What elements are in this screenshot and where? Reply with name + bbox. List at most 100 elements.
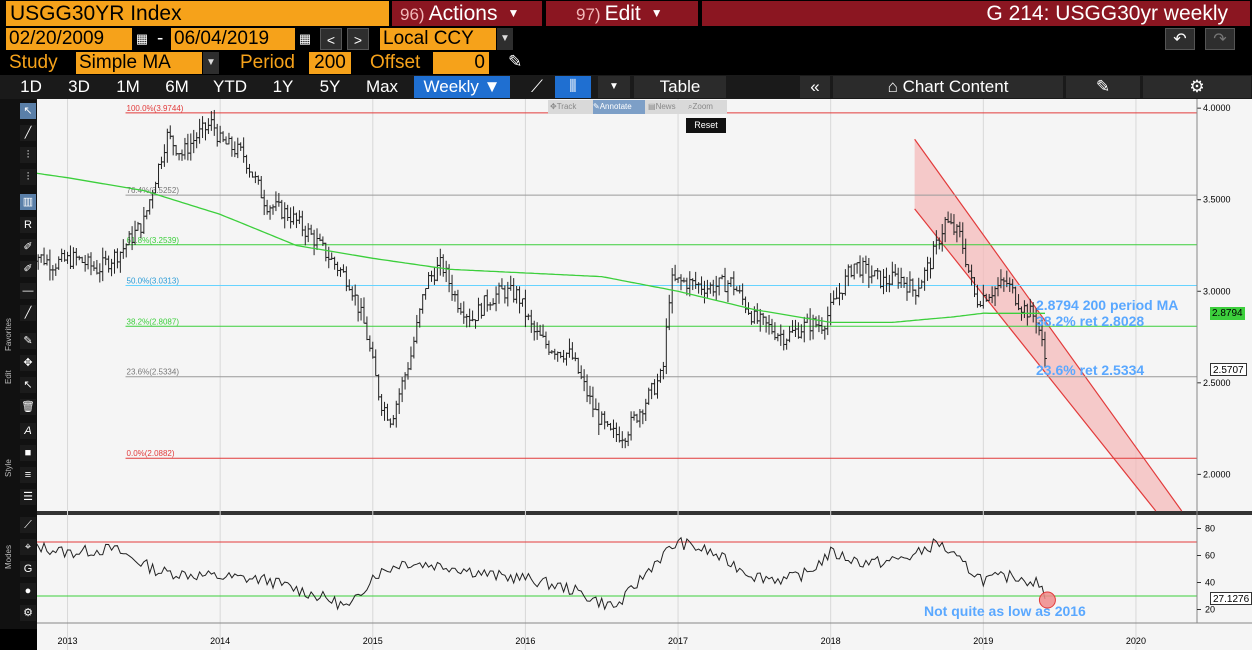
security-ticker[interactable]: USGG30YR Index <box>6 1 389 26</box>
period-input[interactable]: 200 <box>309 52 351 74</box>
zoom-button[interactable]: ⌕ Zoom <box>688 100 726 114</box>
fib-icon[interactable]: ⫶ <box>20 169 36 185</box>
date-separator: - <box>157 28 164 49</box>
reset-button[interactable]: Reset <box>686 118 726 133</box>
left-toolbar: ↖ ╱ ⫶ ⫶ ▥ R ✐ ✐ — ╱ ✎ ✥ ↖ 🗑 A ■ ≡ ☰ ⟋ ⌖ … <box>0 99 37 629</box>
pencil-icon[interactable]: ✎ <box>20 333 36 349</box>
line-style-icon[interactable]: ☰ <box>20 489 36 505</box>
pencil-icon[interactable]: ✎ <box>508 52 523 71</box>
chevron-down-icon[interactable]: ▼ <box>497 28 513 50</box>
chart-content-icon: ⌂ <box>887 77 903 96</box>
fib-icon[interactable]: ⫶ <box>20 147 36 163</box>
chevron-down-icon[interactable]: ▼ <box>203 52 219 74</box>
layers-icon[interactable]: ● <box>20 583 36 599</box>
rsi-tick-label: 80 <box>1205 524 1215 534</box>
channel-lower-line[interactable] <box>914 208 1157 512</box>
time-tick-label: 2019 <box>973 636 993 646</box>
chart-content-button[interactable]: ⌂ Chart Content <box>833 76 1063 98</box>
channel-icon[interactable]: ▥ <box>20 194 36 210</box>
track-button[interactable]: ✥ Track <box>550 100 592 114</box>
time-tick-label: 2018 <box>821 636 841 646</box>
line-chart-icon[interactable]: ⟋ <box>522 76 552 98</box>
calendar-icon[interactable]: ▦ <box>135 31 149 46</box>
price-chart[interactable]: 100.0%(3.9744)76.4%(3.5252)61.8%(3.2539)… <box>37 99 1252 650</box>
fill-icon[interactable]: ■ <box>20 445 36 461</box>
channel-upper-line[interactable] <box>914 138 1183 512</box>
study-label: Study <box>9 52 58 73</box>
timeframe-1d[interactable]: 1D <box>20 77 42 96</box>
timeframe-ytd[interactable]: YTD <box>213 77 247 96</box>
time-tick-label: 2017 <box>668 636 688 646</box>
snap-icon[interactable]: G <box>20 561 36 577</box>
edit-chart-icon[interactable]: ✎ <box>1066 76 1140 98</box>
price-axis-bg <box>1197 99 1252 511</box>
study-select[interactable]: Simple MA <box>76 52 202 74</box>
ruler-icon[interactable]: ⟋ <box>20 517 36 533</box>
frequency-select[interactable]: Weekly ▼ <box>414 76 510 98</box>
chevron-down-icon: ▼ <box>650 6 663 20</box>
top-bar: USGG30YR Index 96) Actions ▼ 97) Edit ▼ G 21… <box>0 0 1252 27</box>
price-tick-label: 2.5000 <box>1203 378 1231 388</box>
pen-icon[interactable]: ✐ <box>20 261 36 277</box>
bar-chart-icon[interactable]: ⫴ <box>555 76 591 98</box>
rsi-axis: 80 60 40 20 <box>1197 524 1215 615</box>
annotate-label: Annotate <box>599 102 632 111</box>
price-tick-label: 4.0000 <box>1203 103 1231 113</box>
prev-period-button[interactable]: < <box>320 28 342 50</box>
double-chevron-left-icon[interactable]: « <box>800 76 830 98</box>
text-icon[interactable]: A <box>20 423 36 439</box>
currency-select[interactable]: Local CCY <box>380 28 496 50</box>
timeframe-1m[interactable]: 1M <box>116 77 140 96</box>
start-date-field[interactable]: 02/20/2009 <box>6 28 132 50</box>
time-tick-label: 2015 <box>363 636 383 646</box>
timeframe-max[interactable]: Max <box>365 77 399 96</box>
ret236-annotation: 23.6% ret 2.5334 <box>1036 362 1145 378</box>
timeframe-5y[interactable]: 5Y <box>319 77 341 96</box>
table-button[interactable]: Table <box>634 76 726 98</box>
favorites-label: Favorites <box>4 318 13 351</box>
fib-level-label: 100.0%(3.9744) <box>127 104 184 113</box>
timeframe-1y[interactable]: 1Y <box>272 77 294 96</box>
undo-icon[interactable]: ↶ <box>1165 28 1195 50</box>
actions-label: Actions <box>428 2 498 25</box>
zoom-label: Zoom <box>692 102 713 111</box>
line-weight-icon[interactable]: ≡ <box>20 467 36 483</box>
horizontal-line-icon[interactable]: — <box>20 283 36 299</box>
price-tick-label: 3.5000 <box>1203 195 1231 205</box>
rsi-series <box>37 536 1197 611</box>
end-date-field[interactable]: 06/04/2019 <box>171 28 295 50</box>
timeframe-3d[interactable]: 3D <box>68 77 90 96</box>
panel-divider[interactable] <box>37 511 1252 515</box>
time-tick-label: 2020 <box>1126 636 1146 646</box>
redo-icon[interactable]: ↷ <box>1205 28 1235 50</box>
trash-icon[interactable]: 🗑 <box>20 399 36 415</box>
moving-average-line <box>37 172 1045 324</box>
ray-icon[interactable]: ╱ <box>20 305 36 321</box>
next-period-button[interactable]: > <box>347 28 369 50</box>
chevron-down-icon[interactable]: ▼ <box>598 76 630 98</box>
gridlines <box>67 99 1137 650</box>
move-icon[interactable]: ✥ <box>20 355 36 371</box>
cursor-icon[interactable]: ↖ <box>20 377 36 393</box>
news-button[interactable]: ▤ News <box>648 100 684 114</box>
fib-level-label: 50.0%(3.0313) <box>127 277 180 286</box>
calendar-icon[interactable]: ▦ <box>298 31 312 46</box>
gear-icon[interactable]: ⚙ <box>20 605 36 621</box>
edit-number: 97) <box>576 5 601 24</box>
edit-menu[interactable]: 97) Edit ▼ <box>546 1 698 26</box>
period-label: Period <box>240 52 295 73</box>
trend-channel[interactable] <box>914 138 1183 512</box>
date-range-bar: 02/20/2009 ▦ - 06/04/2019 ▦ < > Local CC… <box>0 27 1252 51</box>
pen-icon[interactable]: ✐ <box>20 239 36 255</box>
ret382-annotation: 38.2% ret 2.8028 <box>1036 313 1145 329</box>
gear-icon[interactable]: ⚙ <box>1143 76 1251 98</box>
retracement-icon[interactable]: R <box>20 217 36 233</box>
timeframe-6m[interactable]: 6M <box>165 77 189 96</box>
line-draw-icon[interactable]: ╱ <box>20 125 36 141</box>
offset-input[interactable]: 0 <box>433 52 489 74</box>
crosshair-icon[interactable]: ⌖ <box>20 539 36 555</box>
fib-level-label: 38.2%(2.8087) <box>127 317 180 326</box>
cursor-icon[interactable]: ↖ <box>20 103 36 119</box>
annotate-button[interactable]: ✎ Annotate <box>593 100 645 114</box>
actions-menu[interactable]: 96) Actions ▼ <box>392 1 542 26</box>
